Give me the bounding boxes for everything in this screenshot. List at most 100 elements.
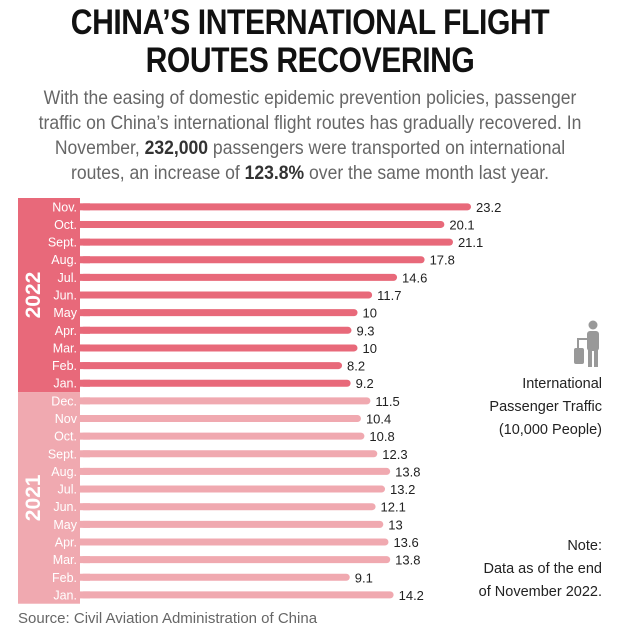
value-label: 9.1: [355, 570, 373, 585]
bar-base: [80, 503, 90, 511]
value-label: 23.2: [476, 200, 501, 215]
bar: [80, 520, 384, 528]
month-label: May: [53, 306, 77, 320]
bar-base: [80, 291, 90, 299]
bar: [80, 256, 425, 264]
bar: [80, 326, 352, 334]
value-label: 9.3: [356, 323, 374, 338]
value-label: 10: [363, 306, 377, 321]
bar: [80, 591, 394, 599]
month-label: Jul.: [58, 271, 77, 285]
bar: [80, 573, 350, 581]
traveler-with-suitcase-icon: [574, 320, 599, 367]
month-label: Sept.: [48, 447, 77, 461]
bar: [80, 273, 398, 281]
bar: [80, 309, 358, 317]
value-label: 13.8: [395, 553, 420, 568]
bar: [80, 556, 391, 564]
bar-base: [80, 238, 90, 246]
month-label: Nov: [55, 412, 78, 426]
value-label: 14.2: [399, 588, 424, 603]
bar: [80, 291, 373, 299]
month-label: Mar.: [53, 553, 77, 567]
bar: [80, 432, 365, 440]
value-label: 14.6: [402, 270, 427, 285]
subtitle-text: passengers were transported on internati…: [70, 137, 566, 184]
month-label: Jul.: [58, 483, 77, 497]
bar-base: [80, 556, 90, 564]
bar-base: [80, 256, 90, 264]
month-label: Mar.: [53, 341, 77, 355]
year-band-2021: [18, 392, 80, 604]
month-label: Jan.: [53, 377, 77, 391]
month-label: Apr.: [55, 535, 77, 549]
source: Source: Civil Aviation Administration of…: [18, 610, 318, 627]
subtitle-highlight-passengers: 232,000: [144, 137, 209, 159]
bar-base: [80, 520, 90, 528]
year-label: 2021: [22, 474, 45, 521]
bar-base: [80, 538, 90, 546]
bar-base: [80, 326, 90, 334]
bar: [80, 538, 389, 546]
value-label: 20.1: [449, 217, 474, 232]
value-label: 8.2: [347, 359, 365, 374]
bar-base: [80, 485, 90, 493]
month-label: Jun.: [53, 289, 77, 303]
value-label: 12.1: [381, 500, 406, 515]
month-label: Jan.: [53, 588, 77, 602]
bar-base: [80, 362, 90, 370]
value-label: 13.8: [395, 464, 420, 479]
bar-base: [80, 379, 90, 387]
subtitle-text: over the same month last year.: [304, 162, 550, 184]
note-line: Note:: [567, 538, 602, 554]
month-label: Aug.: [51, 253, 77, 267]
month-label: Oct.: [54, 430, 77, 444]
subtitle-text: With the easing of domestic epidemic pre…: [38, 87, 582, 159]
bar: [80, 503, 376, 511]
title-line-2: ROUTES RECOVERING: [145, 41, 475, 80]
bar: [80, 397, 371, 405]
year-band-2022: [18, 198, 80, 393]
bar: [80, 467, 391, 475]
value-label: 17.8: [430, 253, 455, 268]
legend-line: Passenger Traffic: [489, 399, 602, 415]
bar-base: [80, 203, 90, 211]
bar-base: [80, 591, 90, 599]
legend-line: (10,000 People): [498, 422, 602, 438]
bar-base: [80, 467, 90, 475]
page-title: CHINA’S INTERNATIONAL FLIGHT ROUTES RECO…: [43, 4, 576, 80]
month-label: Aug.: [51, 465, 77, 479]
bar: [80, 450, 378, 458]
value-label: 11.5: [375, 394, 399, 409]
subtitle: With the easing of domestic epidemic pre…: [31, 86, 589, 186]
bar-base: [80, 432, 90, 440]
month-label: Dec.: [51, 394, 77, 408]
month-label: Jun.: [53, 500, 77, 514]
bar: [80, 203, 472, 211]
bar-base: [80, 220, 90, 228]
month-label: Feb.: [52, 359, 77, 373]
bar: [80, 238, 453, 246]
bar-base: [80, 344, 90, 352]
note-line: Data as of the end: [483, 561, 603, 577]
value-label: 12.3: [382, 447, 407, 462]
month-label: Sept.: [48, 236, 77, 250]
value-label: 21.1: [458, 235, 483, 250]
value-label: 13.2: [390, 482, 415, 497]
bar: [80, 415, 361, 422]
bar-base: [80, 450, 90, 458]
subtitle-highlight-increase: 123.8%: [244, 162, 305, 184]
bar: [80, 362, 343, 370]
bar-base: [80, 309, 90, 317]
note: Note: Data as of the end of November 202…: [479, 535, 602, 604]
title-line-1: CHINA’S INTERNATIONAL FLIGHT: [70, 3, 550, 42]
value-label: 13: [388, 517, 402, 532]
bar: [80, 485, 386, 493]
bar-base: [80, 415, 90, 422]
value-label: 10.4: [366, 412, 391, 427]
value-label: 9.2: [356, 376, 374, 391]
month-label: Oct.: [54, 218, 77, 232]
legend-line: International: [522, 376, 602, 392]
value-label: 10.8: [369, 429, 394, 444]
